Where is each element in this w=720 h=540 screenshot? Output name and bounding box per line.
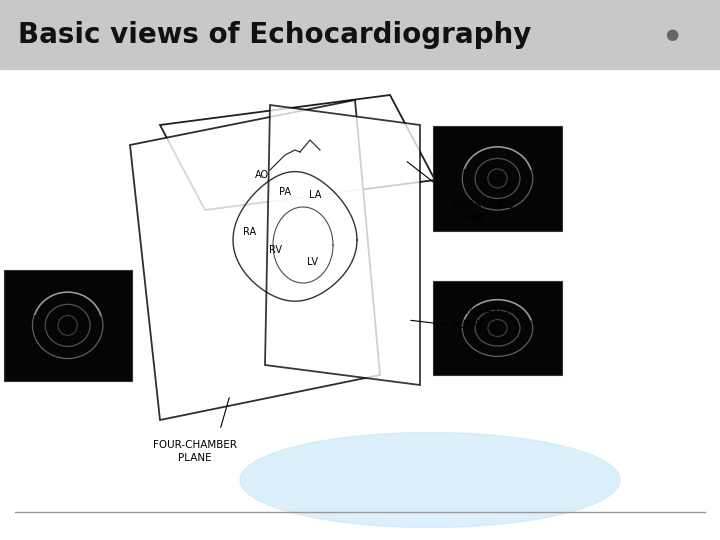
Polygon shape	[130, 100, 380, 420]
Polygon shape	[160, 95, 435, 210]
Text: LONG-AXIS
PLANE: LONG-AXIS PLANE	[452, 306, 509, 329]
Text: LA: LA	[309, 190, 321, 200]
Text: RA: RA	[243, 227, 256, 237]
Text: SHORT-AXIS
PLANE: SHORT-AXIS PLANE	[452, 200, 513, 223]
Text: FOUR-CHAMBER
PLANE: FOUR-CHAMBER PLANE	[153, 440, 237, 463]
Ellipse shape	[240, 433, 620, 528]
Polygon shape	[265, 105, 420, 385]
Bar	[4, 270, 132, 381]
Bar	[433, 126, 562, 231]
Text: LV: LV	[307, 257, 318, 267]
Text: AO: AO	[255, 170, 269, 180]
Bar	[433, 281, 562, 375]
Text: PA: PA	[279, 187, 291, 197]
Bar	[0, 69, 720, 540]
Bar	[0, 0, 720, 69]
Text: Basic views of Echocardiography: Basic views of Echocardiography	[18, 21, 531, 49]
Text: RV: RV	[269, 245, 282, 255]
Text: ●: ●	[665, 27, 679, 42]
